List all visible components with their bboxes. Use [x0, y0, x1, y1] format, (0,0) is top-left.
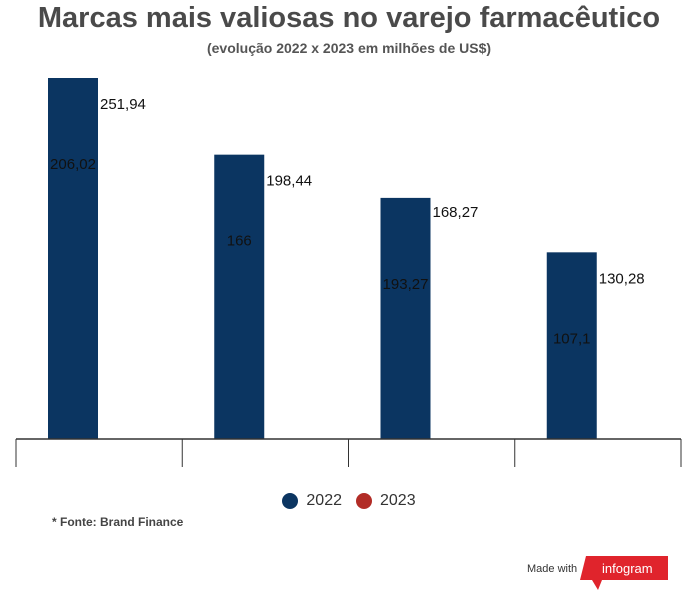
legend-label-2022: 2022 [306, 492, 342, 509]
legend-label-2023: 2023 [380, 492, 416, 509]
made-with-label: Made with [527, 563, 578, 575]
data-label-2023-2: 198,44 [266, 173, 312, 190]
infogram-logo-shape [580, 556, 668, 590]
x-axis [15, 438, 682, 467]
data-label-2022-3: 193,27 [383, 276, 429, 293]
bar-3[interactable] [380, 197, 431, 439]
data-labels-group: 206,02 251,94 166 198,44 193,27 168,27 107,1 13… [50, 96, 645, 347]
data-label-2022-1: 206,02 [50, 156, 96, 173]
legend-item-2022[interactable]: 2022 [282, 492, 342, 510]
bar-2[interactable] [214, 154, 265, 439]
infogram-logo[interactable] [580, 556, 668, 590]
legend-item-2023[interactable]: 2023 [356, 492, 416, 510]
chart-title: Marcas mais valiosas no varejo farmacêut… [37, 2, 661, 34]
legend-swatch-2023 [356, 493, 372, 509]
data-label-2023-1: 251,94 [100, 96, 146, 113]
infogram-logo-text: infogram [602, 561, 653, 576]
legend: 2022 2023 [0, 492, 698, 510]
chart-subtitle: (evolução 2022 x 2023 em milhões de US$) [206, 40, 492, 56]
source-note: * Fonte: Brand Finance [52, 515, 184, 529]
bar-1[interactable] [48, 78, 98, 439]
data-label-2022-2: 166 [227, 233, 252, 250]
legend-swatch-2022 [282, 493, 299, 509]
data-label-2022-4: 107,1 [553, 330, 591, 347]
bars-group [48, 78, 597, 439]
data-label-2023-4: 130,28 [599, 270, 645, 287]
data-label-2023-3: 168,27 [433, 204, 479, 221]
bar-4[interactable] [546, 252, 597, 439]
